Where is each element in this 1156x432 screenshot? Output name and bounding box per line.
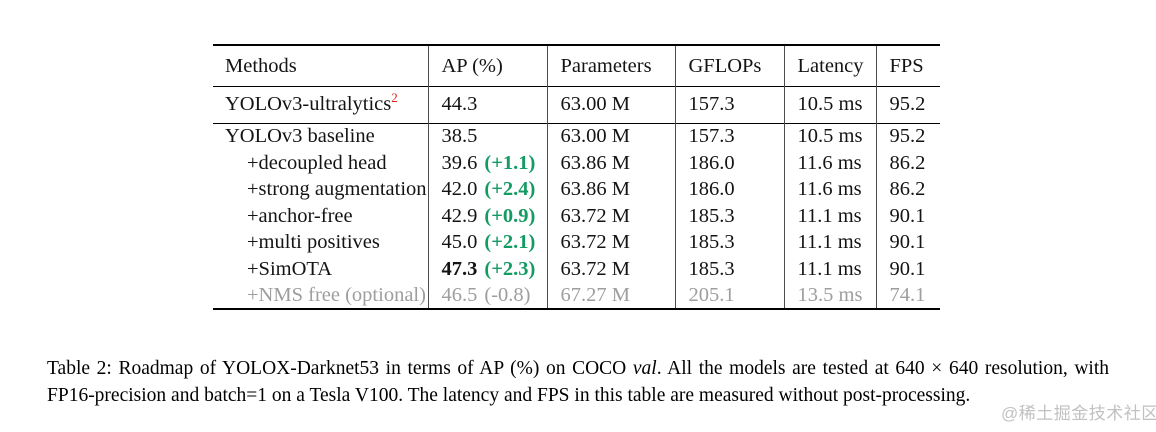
col-gflops: GFLOPs [674,45,784,86]
latency-cell: 11.6 ms [783,176,876,203]
gflops-cell: 157.3 [674,86,784,123]
ap-value: 46.5 [441,283,478,306]
col-fps: FPS [875,45,940,86]
ap-cell: 42.9 (+0.9) [427,202,547,229]
params-cell: 67.27 M [546,282,675,309]
ap-delta: (+2.4) [484,178,536,200]
table-caption: Table 2: Roadmap of YOLOX-Darknet53 in t… [47,356,1109,409]
params-cell: 63.72 M [546,255,675,282]
ablation-table: Methods AP (%) Parameters GFLOPs Latency… [213,44,940,310]
method-cell: +multi positives [247,231,380,253]
fps-cell: 90.1 [875,202,940,229]
ap-cell: 47.3 (+2.3) [427,255,547,282]
footnote-ref: 2 [391,90,398,106]
ap-cell: 42.0 (+2.4) [427,176,547,203]
latency-cell: 11.1 ms [783,229,876,256]
ap-value: 45.0 [441,231,478,253]
table-row: YOLOv3-ultralytics2 44.3 63.00 M 157.3 10.5 … [213,86,940,123]
caption-suffix: . All the models are tested at 640 × 640… [47,358,1109,406]
col-ap: AP (%) [427,45,547,86]
fps-cell: 95.2 [875,123,940,150]
ap-cell: 46.5 (-0.8) [427,282,547,309]
ap-cell: 38.5 [427,123,547,150]
caption-italic-val: val [632,358,657,379]
table-row: +SimOTA 47.3 (+2.3) 63.72 M 185.3 11.1 ms 90.1 [213,255,940,282]
ap-cell: 39.6 (+1.1) [427,149,547,176]
table-row: +NMS free (optional) 46.5 (-0.8) 67.27 M 205… [213,282,940,309]
method-cell: YOLOv3-ultralytics2 [225,90,398,116]
gflops-cell: 186.0 [674,149,784,176]
table-row: +decoupled head 39.6 (+1.1) 63.86 M 186.0 11.… [213,149,940,176]
header-row: Methods AP (%) Parameters GFLOPs Latency… [213,45,940,86]
fps-cell: 74.1 [875,282,940,309]
gflops-cell: 157.3 [674,123,784,150]
ap-delta: (+2.3) [484,257,536,280]
table-group-top: YOLOv3-ultralytics2 44.3 63.00 M 157.3 10.5 … [213,86,940,123]
results-table: Methods AP (%) Parameters GFLOPs Latency… [213,44,940,310]
method-cell: YOLOv3 baseline [225,125,375,148]
ap-value: 47.3 [441,257,478,280]
params-cell: 63.72 M [546,202,675,229]
col-methods: Methods [225,54,297,77]
gflops-cell: 185.3 [674,229,784,256]
ap-value: 44.3 [441,93,478,116]
table-row: YOLOv3 baseline 38.5 63.00 M 157.3 10.5 ms 95… [213,123,940,150]
table-group-roadmap: YOLOv3 baseline 38.5 63.00 M 157.3 10.5 ms 95… [213,123,940,309]
latency-cell: 10.5 ms [783,123,876,150]
table-row: +anchor-free 42.9 (+0.9) 63.72 M 185.3 11.1 m… [213,202,940,229]
ap-value: 42.0 [441,178,478,200]
col-latency: Latency [783,45,876,86]
fps-cell: 90.1 [875,255,940,282]
ap-delta: (+0.9) [484,204,536,227]
ap-delta: (+1.1) [484,151,536,174]
params-cell: 63.86 M [546,176,675,203]
watermark: @稀土掘金技术社区 [1001,404,1156,423]
table-row: +strong augmentation 42.0 (+2.4) 63.86 M 186… [213,176,940,203]
gflops-cell: 205.1 [674,282,784,309]
col-parameters: Parameters [546,45,675,86]
ap-value: 38.5 [441,125,478,148]
gflops-cell: 185.3 [674,202,784,229]
method-cell: +NMS free (optional) [247,283,426,306]
fps-cell: 95.2 [875,86,940,123]
params-cell: 63.00 M [546,86,675,123]
latency-cell: 10.5 ms [783,86,876,123]
params-cell: 63.86 M [546,149,675,176]
caption-prefix: Table 2: Roadmap of YOLOX-Darknet53 in t… [47,358,633,379]
method-cell: +SimOTA [247,257,333,280]
ap-delta: (+2.1) [484,231,536,253]
params-cell: 63.72 M [546,229,675,256]
gflops-cell: 186.0 [674,176,784,203]
ap-delta: (-0.8) [484,283,531,306]
latency-cell: 13.5 ms [783,282,876,309]
fps-cell: 86.2 [875,149,940,176]
ap-cell: 45.0 (+2.1) [427,229,547,256]
table-header: Methods AP (%) Parameters GFLOPs Latency… [213,45,940,86]
fps-cell: 90.1 [875,229,940,256]
method-cell: +decoupled head [247,151,387,174]
gflops-cell: 185.3 [674,255,784,282]
ap-cell: 44.3 [427,86,547,123]
latency-cell: 11.6 ms [783,149,876,176]
ap-value: 42.9 [441,204,478,227]
latency-cell: 11.1 ms [783,202,876,229]
latency-cell: 11.1 ms [783,255,876,282]
table-row: +multi positives 45.0 (+2.1) 63.72 M 185.3 11… [213,229,940,256]
method-cell: +anchor-free [247,204,353,227]
fps-cell: 86.2 [875,176,940,203]
ap-value: 39.6 [441,151,478,174]
params-cell: 63.00 M [546,123,675,150]
method-cell: +strong augmentation [247,178,427,200]
